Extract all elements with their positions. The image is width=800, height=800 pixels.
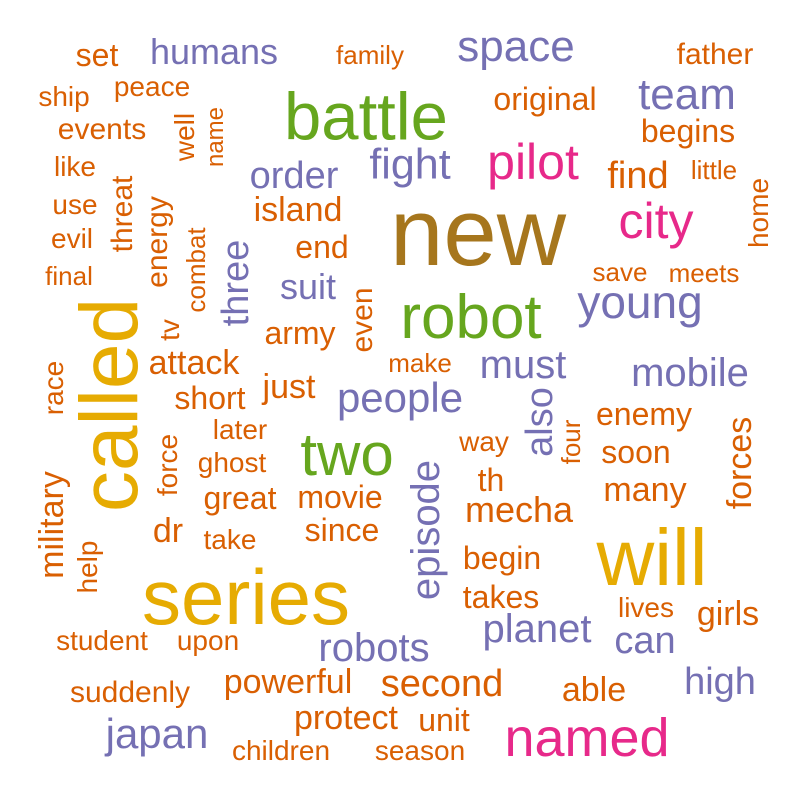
word-called: called <box>64 297 155 513</box>
word-team: team <box>638 70 736 119</box>
word-student: student <box>56 625 148 656</box>
word-take: take <box>203 524 257 555</box>
word-threat: threat <box>106 175 139 253</box>
word-combat: combat <box>181 227 211 313</box>
word-three: three <box>215 239 257 327</box>
word-find: find <box>607 155 669 197</box>
word-second: second <box>380 663 504 705</box>
word-many: many <box>603 471 687 509</box>
word-two: two <box>300 421 394 488</box>
word-young: young <box>577 276 703 328</box>
word-energy: energy <box>141 196 174 288</box>
word-begins: begins <box>640 113 736 149</box>
word-since: since <box>304 512 380 548</box>
word-unit: unit <box>418 702 470 738</box>
word-help: help <box>72 540 103 594</box>
word-end: end <box>295 229 349 265</box>
word-high: high <box>684 661 756 703</box>
word-robot: robot <box>400 283 542 352</box>
word-well: well <box>169 112 200 162</box>
word-little: little <box>690 155 738 185</box>
word-final: final <box>45 261 93 291</box>
word-people: people <box>336 374 464 421</box>
word-japan: japan <box>105 710 209 757</box>
word-episode: episode <box>404 459 448 601</box>
word-must: must <box>479 343 567 387</box>
word-soon: soon <box>601 434 671 470</box>
word-name: name <box>202 106 229 168</box>
word-able: able <box>561 671 627 709</box>
word-begin: begin <box>462 540 542 576</box>
word-force: force <box>152 433 183 497</box>
word-like: like <box>53 151 97 182</box>
word-original: original <box>493 81 597 117</box>
word-will: will <box>596 513 708 602</box>
word-humans: humans <box>149 31 279 72</box>
word-evil: evil <box>50 223 94 254</box>
word-series: series <box>141 553 351 641</box>
word-takes: takes <box>462 579 540 615</box>
word-set: set <box>75 37 119 73</box>
word-tv: tv <box>154 319 185 341</box>
word-island: island <box>253 191 343 229</box>
word-also: also <box>519 387 561 457</box>
word-planet: planet <box>482 607 592 651</box>
word-movie: movie <box>297 479 383 515</box>
word-race: race <box>38 360 69 416</box>
word-mobile: mobile <box>631 351 749 395</box>
word-th: th <box>477 462 505 498</box>
word-family: family <box>336 40 404 70</box>
word-meets: meets <box>668 258 740 288</box>
word-pilot: pilot <box>487 134 579 190</box>
word-save: save <box>592 257 648 287</box>
word-suddenly: suddenly <box>69 676 191 709</box>
word-space: space <box>457 22 575 71</box>
word-military: military <box>33 471 71 579</box>
word-even: even <box>346 287 379 353</box>
word-robots: robots <box>318 626 430 670</box>
word-protect: protect <box>294 699 398 737</box>
word-lives: lives <box>617 592 675 623</box>
word-just: just <box>262 368 316 406</box>
word-mecha: mecha <box>464 489 574 530</box>
word-new: new <box>389 179 567 286</box>
word-events: events <box>57 113 147 146</box>
word-ship: ship <box>38 81 90 112</box>
word-attack: attack <box>148 344 240 382</box>
word-battle: battle <box>284 79 448 155</box>
word-named: named <box>504 708 670 768</box>
word-season: season <box>374 735 466 766</box>
word-fight: fight <box>369 140 451 189</box>
word-upon: upon <box>176 625 240 656</box>
word-army: army <box>264 315 336 351</box>
word-father: father <box>676 38 754 71</box>
word-can: can <box>614 620 676 662</box>
word-forces: forces <box>721 416 759 510</box>
word-city: city <box>618 193 694 249</box>
word-make: make <box>388 348 452 378</box>
word-children: children <box>231 735 331 766</box>
word-four: four <box>556 419 586 465</box>
word-use: use <box>52 189 98 220</box>
word-order: order <box>249 155 339 197</box>
word-peace: peace <box>113 71 191 102</box>
word-way: way <box>459 426 509 457</box>
word-home: home <box>743 177 774 249</box>
word-dr: dr <box>152 512 184 550</box>
word-ghost: ghost <box>197 447 267 478</box>
word-suit: suit <box>279 266 337 307</box>
word-later: later <box>212 414 268 445</box>
word-short: short <box>174 380 246 416</box>
word-powerful: powerful <box>223 663 353 701</box>
word-great: great <box>203 480 277 516</box>
word-girls: girls <box>696 595 760 633</box>
word-enemy: enemy <box>595 396 693 432</box>
